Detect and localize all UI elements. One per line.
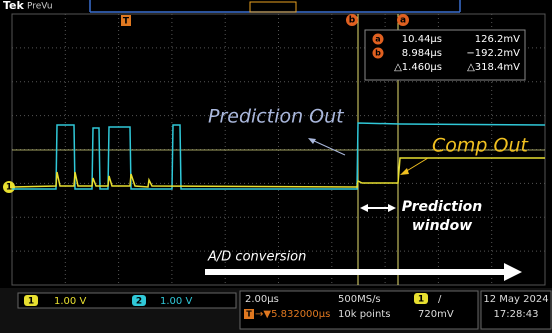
- readout-a-label: a: [375, 35, 380, 44]
- mode: PreVu: [27, 2, 53, 12]
- time-scale: 2.00µs: [245, 294, 279, 305]
- readout-b-label: b: [375, 49, 381, 58]
- annotation-prediction-window: window: [412, 218, 472, 234]
- ch2-scale: 1.00 V: [160, 296, 192, 307]
- trigger-source: 1: [418, 295, 424, 305]
- annotation-ad-conversion: A/D conversion: [207, 250, 306, 265]
- trigger-marker-label: T: [123, 17, 130, 27]
- ch2-badge-label: 2: [136, 297, 142, 307]
- channel-box: [18, 293, 236, 308]
- trigger-delay: →▼5.832000µs: [255, 309, 330, 320]
- cursor-a-label: a: [400, 16, 406, 26]
- readout-time: 10.44µs: [402, 34, 442, 45]
- oscilloscope-screen: Tek PreVu T b a 1 a 10.44µs 126.2mV b 8.…: [0, 0, 552, 333]
- sample-rate: 500MS/s: [338, 294, 381, 305]
- brand: Tek: [3, 0, 25, 12]
- trigger-level: 720mV: [418, 309, 454, 320]
- readout-delta-voltage: △318.4mV: [467, 62, 520, 73]
- ch1-badge-label: 1: [28, 297, 34, 307]
- annotation-prediction-window: Prediction: [402, 199, 482, 215]
- cursor-b-label: b: [349, 16, 356, 26]
- date: 12 May 2024: [483, 294, 548, 305]
- readout-voltage: 126.2mV: [475, 34, 520, 45]
- record-length: 10k points: [338, 309, 390, 320]
- annotation-prediction-out: Prediction Out: [208, 106, 345, 128]
- time: 17:28:43: [494, 309, 539, 320]
- readout-time: 8.984µs: [402, 48, 442, 59]
- ch1-scale: 1.00 V: [54, 296, 86, 307]
- trigger-badge-label: T: [246, 310, 252, 319]
- annotation-comp-out: Comp Out: [432, 135, 529, 157]
- channel1-marker-label: 1: [6, 183, 12, 193]
- readout-delta-time: △1.460µs: [394, 62, 442, 73]
- readout-voltage: −192.2mV: [466, 48, 520, 59]
